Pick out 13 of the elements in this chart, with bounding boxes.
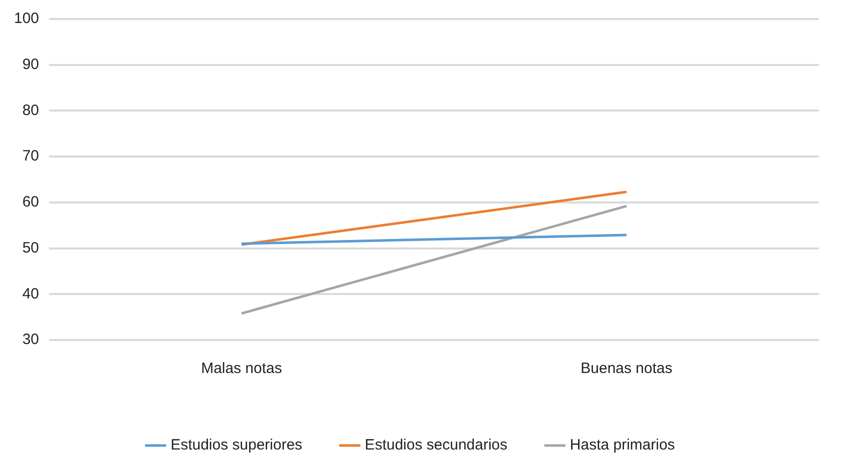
y-tick-label: 40 bbox=[22, 285, 40, 302]
x-tick-label: Buenas notas bbox=[580, 360, 672, 378]
y-tick-label: 100 bbox=[14, 10, 40, 28]
y-tick-label: 30 bbox=[22, 331, 40, 348]
legend-label: Estudios superiores bbox=[170, 436, 302, 454]
y-tick-label: 70 bbox=[22, 148, 40, 165]
y-tick-label: 90 bbox=[22, 56, 40, 73]
y-tick-label: 80 bbox=[22, 102, 40, 119]
legend-label: Hasta primarios bbox=[570, 436, 675, 454]
x-tick-label: Malas notas bbox=[201, 360, 282, 378]
y-tick-label: 50 bbox=[22, 239, 40, 256]
y-tick-label: 60 bbox=[22, 194, 40, 211]
legend-label: Estudios secundarios bbox=[364, 436, 508, 454]
